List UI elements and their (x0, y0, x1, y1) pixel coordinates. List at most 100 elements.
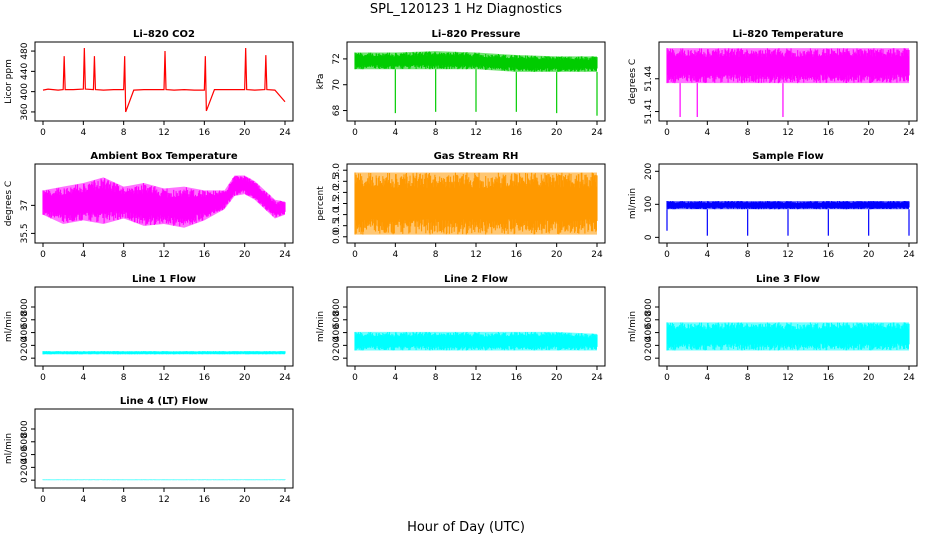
y-tick-label: 400 (20, 324, 30, 341)
panel-5: Sample Flow ml/min 0 4 8 12 16 20 24 0 100 200 (628, 151, 918, 260)
plot-frame (34, 408, 294, 489)
x-tick-label: 8 (433, 250, 439, 260)
y-tick-label: 0.0 (332, 229, 342, 244)
series-area (667, 48, 909, 84)
y-tick-label: 0 (20, 477, 30, 483)
x-tick-label: 12 (158, 128, 169, 138)
x-tick-label: 24 (279, 373, 291, 383)
y-tick-label: 100 (644, 195, 654, 212)
panel-title: Ambient Box Temperature (90, 151, 237, 162)
x-tick-label: 0 (352, 373, 358, 383)
y-axis-label: degrees C (628, 59, 638, 104)
x-tick-label: 20 (239, 373, 251, 383)
series-area (355, 172, 597, 235)
y-tick-label: 68 (332, 105, 342, 117)
y-tick-label: 800 (332, 298, 342, 315)
x-tick-label: 8 (121, 250, 127, 260)
y-tick-label: 0.5 (332, 219, 342, 233)
y-tick-label: 400 (332, 324, 342, 341)
x-tick-label: 4 (80, 250, 86, 260)
series-area (667, 201, 909, 210)
y-axis-label: percent (316, 186, 326, 221)
x-tick-label: 12 (782, 373, 793, 383)
y-tick-label: 37 (20, 200, 30, 211)
y-tick-label: 400 (644, 324, 654, 341)
y-tick-label: 200 (644, 337, 654, 354)
y-axis-label: ml/min (316, 311, 326, 342)
x-tick-label: 16 (199, 373, 211, 383)
y-axis-label: ml/min (4, 311, 14, 342)
y-tick-label: 72 (332, 53, 342, 64)
x-tick-label: 12 (158, 495, 169, 505)
y-tick-label: 480 (20, 42, 30, 59)
figure-x-label: Hour of Day (UTC) (407, 520, 525, 535)
y-tick-label: 400 (20, 446, 30, 463)
x-tick-label: 16 (823, 373, 835, 383)
x-tick-label: 16 (199, 495, 211, 505)
plot-frame (346, 286, 606, 367)
x-tick-label: 24 (279, 495, 291, 505)
y-tick-label: 800 (644, 298, 654, 315)
x-tick-label: 0 (40, 250, 46, 260)
series-area (355, 51, 597, 72)
y-axis-label: degrees C (4, 181, 14, 226)
x-tick-label: 20 (863, 373, 875, 383)
x-tick-label: 16 (823, 128, 835, 138)
x-tick-label: 0 (664, 128, 670, 138)
series-area (355, 331, 597, 351)
x-tick-label: 8 (433, 373, 439, 383)
panel-4: Gas Stream RH percent 0 4 8 12 16 20 24 0.00.51.0… (316, 151, 606, 260)
y-tick-label: 1.0 (332, 207, 342, 222)
x-tick-label: 8 (121, 373, 127, 383)
x-tick-label: 16 (199, 250, 211, 260)
y-tick-label: 1.5 (332, 196, 342, 210)
y-tick-label: 800 (20, 420, 30, 437)
x-tick-label: 0 (664, 250, 670, 260)
x-tick-label: 0 (40, 495, 46, 505)
y-axis-label: ml/min (4, 433, 14, 464)
x-tick-label: 12 (470, 250, 481, 260)
y-axis-label: Licor ppm (4, 59, 14, 104)
y-tick-label: 2.5 (332, 174, 342, 188)
panel-3: Ambient Box Temperature degrees C 0 4 8 12 16 2… (4, 151, 294, 260)
x-tick-label: 0 (664, 373, 670, 383)
x-tick-label: 8 (121, 128, 127, 138)
x-tick-label: 4 (80, 495, 86, 505)
x-tick-label: 20 (863, 250, 875, 260)
x-tick-label: 12 (470, 128, 481, 138)
x-tick-label: 12 (470, 373, 481, 383)
y-axis-label: kPa (316, 74, 326, 90)
x-tick-label: 16 (511, 373, 523, 383)
x-tick-label: 24 (591, 128, 603, 138)
x-tick-label: 12 (158, 373, 169, 383)
y-axis-label: ml/min (628, 188, 638, 219)
x-tick-label: 24 (591, 250, 603, 260)
y-tick-label: 600 (332, 311, 342, 328)
y-tick-label: 2.0 (332, 185, 342, 200)
x-tick-label: 24 (903, 128, 915, 138)
x-tick-label: 24 (279, 250, 291, 260)
x-tick-label: 4 (392, 128, 398, 138)
x-tick-label: 8 (745, 373, 751, 383)
panel-title: Line 1 Flow (132, 274, 196, 285)
x-tick-label: 0 (40, 128, 46, 138)
panel-title: Line 3 Flow (756, 274, 820, 285)
x-tick-label: 4 (704, 373, 710, 383)
x-tick-label: 20 (551, 250, 563, 260)
x-tick-label: 4 (704, 128, 710, 138)
x-tick-label: 24 (903, 373, 915, 383)
y-axis-label: ml/min (628, 311, 638, 342)
x-tick-label: 12 (782, 128, 793, 138)
series-area (43, 479, 285, 481)
x-tick-label: 8 (121, 495, 127, 505)
y-tick-label: 600 (20, 433, 30, 450)
x-tick-label: 8 (745, 128, 751, 138)
x-tick-label: 16 (511, 250, 523, 260)
y-tick-label: 51.44 (644, 66, 654, 92)
x-tick-label: 4 (392, 250, 398, 260)
x-tick-label: 4 (704, 250, 710, 260)
